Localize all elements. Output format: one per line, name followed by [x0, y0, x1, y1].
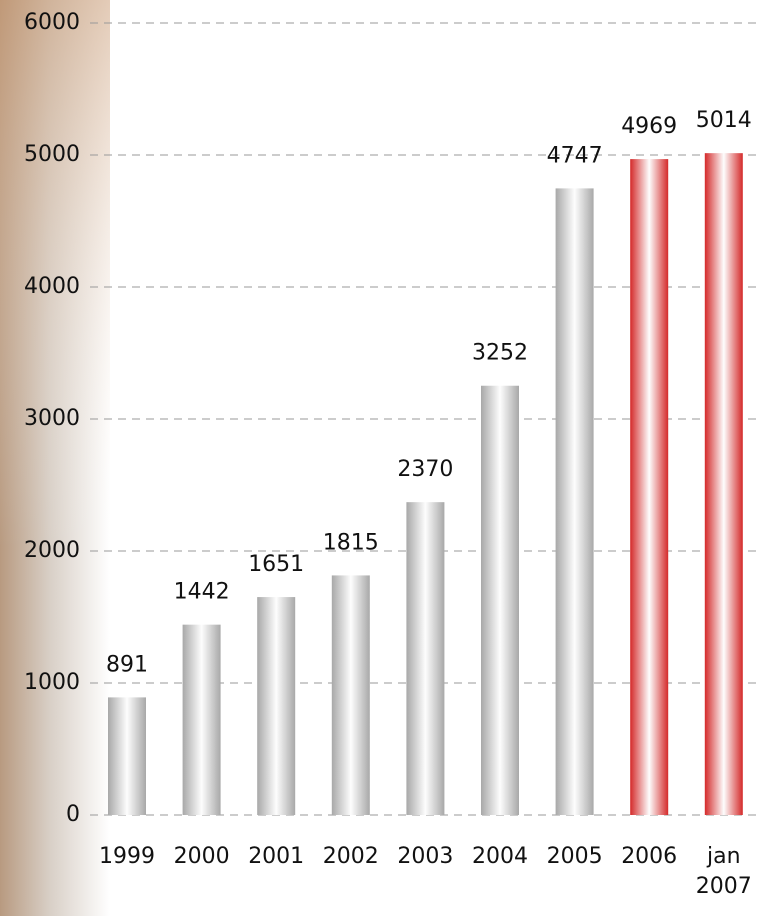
x-tick-label: 2004	[472, 844, 528, 869]
value-label: 891	[106, 652, 148, 677]
x-tick-label: 1999	[99, 844, 155, 869]
y-tick-label: 2000	[24, 538, 80, 563]
bar	[481, 385, 519, 815]
bar	[108, 697, 146, 815]
value-label: 3252	[472, 341, 528, 366]
y-tick-label: 3000	[24, 406, 80, 431]
x-tick-label: 2000	[173, 844, 230, 869]
x-tick-label: 2006	[621, 844, 678, 869]
x-tick-label: 2003	[397, 844, 454, 869]
y-tick-label: 6000	[24, 10, 80, 35]
value-label: 1651	[248, 552, 304, 577]
value-label: 2370	[397, 457, 453, 482]
value-label: 4969	[621, 114, 677, 139]
value-label: 1815	[323, 530, 379, 555]
x-tick-label: jan 2007	[695, 844, 752, 899]
y-tick-label: 5000	[24, 142, 80, 167]
bar	[257, 597, 296, 815]
y-tick-label: 1000	[24, 670, 80, 695]
x-tick-label: 2002	[322, 844, 379, 869]
value-label: 4747	[547, 143, 603, 168]
bar	[704, 153, 743, 816]
bar	[555, 188, 594, 815]
y-tick-label: 0	[66, 802, 80, 827]
bar	[630, 159, 669, 816]
bar	[406, 502, 445, 815]
value-label: 5014	[696, 108, 752, 133]
x-tick-label: 2001	[248, 844, 305, 869]
y-tick-label: 4000	[24, 274, 80, 299]
background-photo-tint	[0, 0, 110, 916]
x-tick-label: 2005	[546, 844, 603, 869]
bar	[331, 575, 370, 815]
bar	[182, 624, 221, 815]
value-label: 1442	[174, 580, 230, 605]
